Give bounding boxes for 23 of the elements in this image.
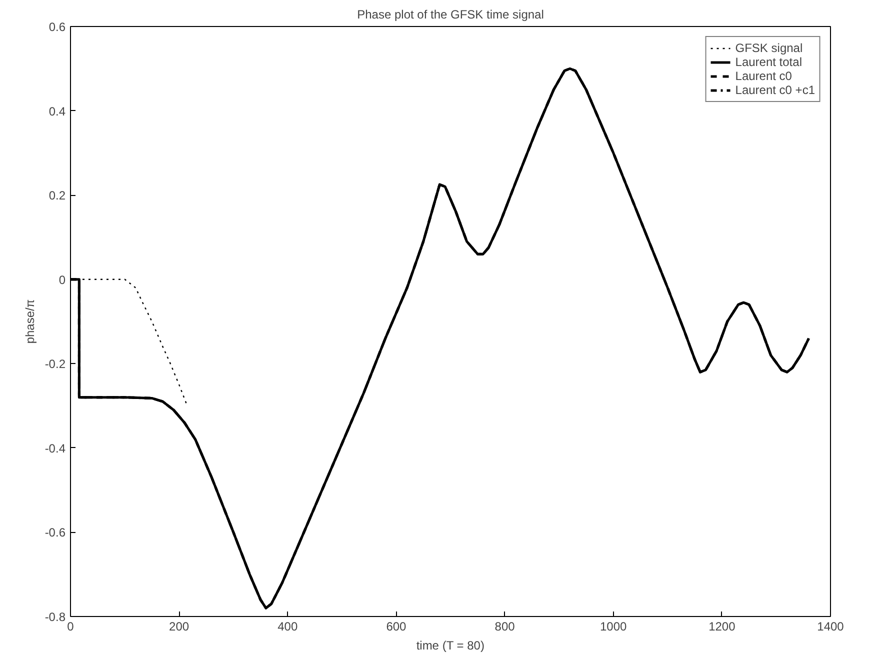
x-tick-label: 400 xyxy=(278,620,298,634)
legend-label: GFSK signal xyxy=(735,41,803,55)
y-tick-label: 0 xyxy=(58,272,66,287)
y-tick-label: -0.8 xyxy=(44,610,66,624)
y-tick-label: 0.6 xyxy=(48,20,66,34)
x-tick-label: 1400 xyxy=(817,620,844,634)
y-axis-title: phase/π xyxy=(22,299,37,344)
y-tick-label: -0.2 xyxy=(44,357,66,372)
y-tick-label: -0.4 xyxy=(44,441,66,456)
y-tick-label: -0.6 xyxy=(44,526,66,540)
y-tick-label: 0.2 xyxy=(48,188,66,203)
x-axis-title: time (T = 80) xyxy=(416,638,484,652)
y-tick-label: 0.4 xyxy=(48,104,66,118)
legend-label: Laurent c0 xyxy=(735,69,792,83)
legend-label: Laurent c0 +c1 xyxy=(735,83,815,97)
chart-title: Phase plot of the GFSK time signal xyxy=(357,8,544,22)
x-tick-label: 1000 xyxy=(600,620,628,634)
x-tick-label: 1200 xyxy=(708,620,736,634)
x-tick-label: 200 xyxy=(169,620,190,634)
x-tick-label: 600 xyxy=(386,620,407,634)
x-tick-label: 0 xyxy=(67,620,74,634)
x-tick-label: 800 xyxy=(494,620,516,634)
legend-label: Laurent total xyxy=(735,55,802,69)
